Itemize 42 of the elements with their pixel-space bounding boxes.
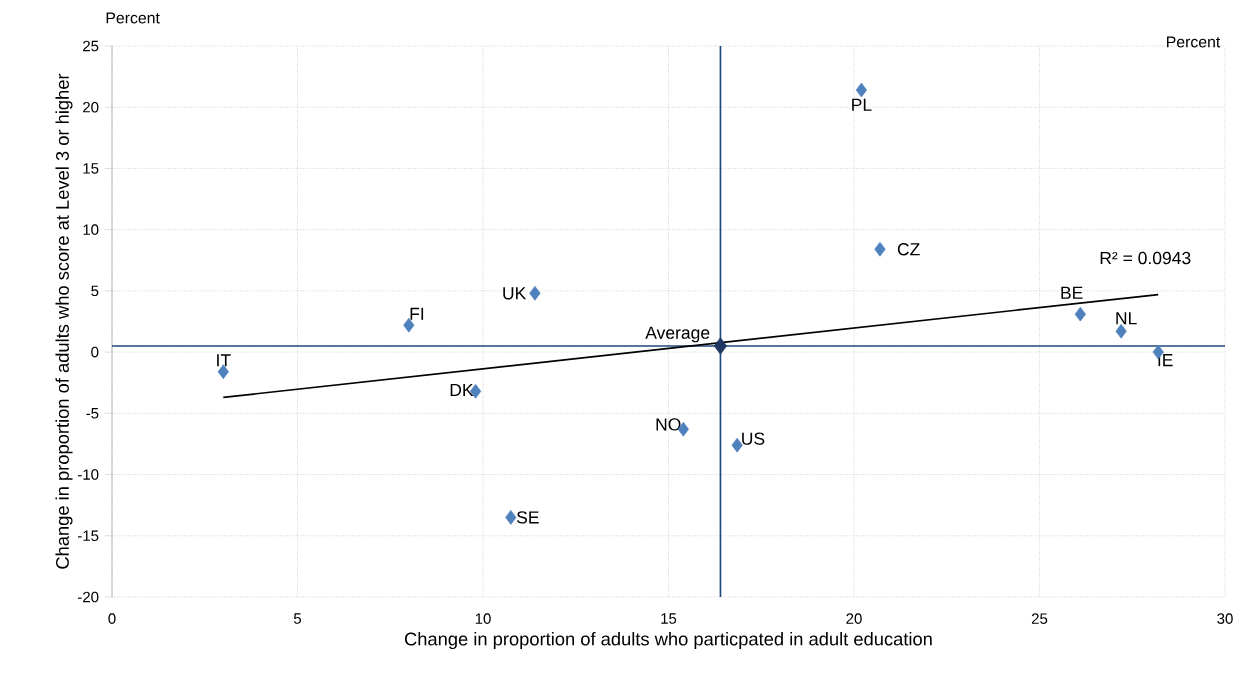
x-tick-label: 25 xyxy=(1031,613,1048,624)
annotation: SE xyxy=(516,511,539,524)
annotation: NO xyxy=(656,418,681,431)
y-tick-label: 25 xyxy=(83,40,99,52)
y-tick-label: -15 xyxy=(78,530,99,542)
annotation: IE xyxy=(1158,354,1173,367)
point xyxy=(731,437,743,453)
annotation: Average xyxy=(645,326,710,343)
x-tick-label: 20 xyxy=(846,613,862,624)
x-tick-label: 15 xyxy=(661,613,677,624)
annotation: DK xyxy=(450,383,474,396)
y-tick-label: 20 xyxy=(83,101,99,113)
annotation: Percent xyxy=(1167,36,1221,48)
point xyxy=(505,510,517,525)
y-tick-label: 0 xyxy=(91,346,99,358)
text: Percent xyxy=(106,12,160,24)
point xyxy=(529,285,541,301)
point xyxy=(1074,306,1086,322)
point xyxy=(713,337,728,355)
y-tick-label: 5 xyxy=(91,285,99,297)
y-tick-label: 15 xyxy=(83,163,99,174)
x-tick-label: 0 xyxy=(108,613,116,624)
point xyxy=(874,241,886,257)
x-tick-label: 30 xyxy=(1217,613,1233,624)
annotation: US xyxy=(742,432,765,445)
annotation: IT xyxy=(217,354,231,367)
x-axis-title: Change in proportion of adults who particpated in adult education xyxy=(404,632,932,650)
annotation: CZ xyxy=(897,243,920,256)
point xyxy=(855,82,868,98)
annotation: PL xyxy=(852,98,872,111)
annotation: FI xyxy=(410,307,424,320)
x-tick-label: 10 xyxy=(475,613,491,624)
y-tick-label: -5 xyxy=(86,408,99,419)
annotation: BE xyxy=(1061,286,1083,299)
annotation: R² = 0.0943 xyxy=(1100,251,1191,265)
y-tick-label: -20 xyxy=(78,591,99,603)
x-tick-label: 5 xyxy=(293,613,302,624)
annotation: UK xyxy=(503,287,527,300)
annotation: NL xyxy=(1116,312,1137,325)
y-tick-label: 10 xyxy=(83,224,99,235)
y-axis-title: Change in proportion of adults who score at Level 3 or higher xyxy=(55,73,73,569)
y-tick-label: -10 xyxy=(78,469,99,480)
